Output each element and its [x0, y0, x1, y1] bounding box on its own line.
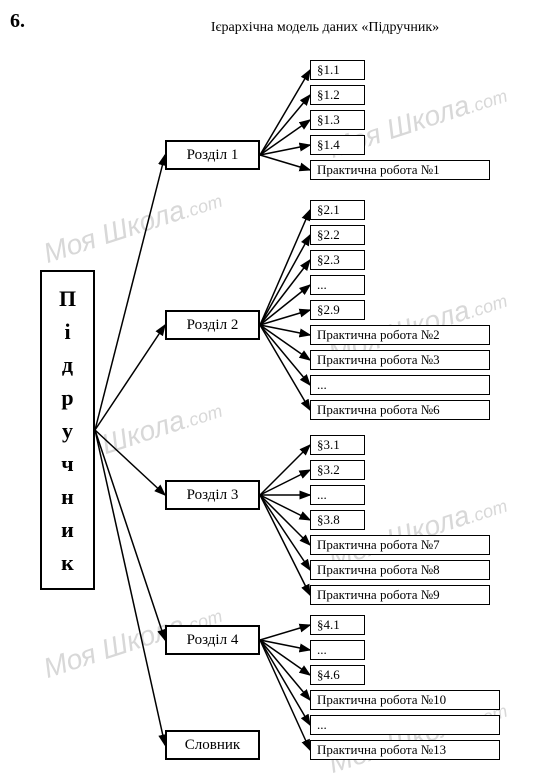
leaf-box-2: §1.3: [310, 110, 365, 130]
leaf-box-18: Практична робота №7: [310, 535, 490, 555]
leaf-box-12: ...: [310, 375, 490, 395]
leaf-box-3: §1.4: [310, 135, 365, 155]
leaf-box-19: Практична робота №8: [310, 560, 490, 580]
leaf-box-4: Практична робота №1: [310, 160, 490, 180]
leaf-box-20: Практична робота №9: [310, 585, 490, 605]
leaf-box-9: §2.9: [310, 300, 365, 320]
section-box-0: Розділ 1: [165, 140, 260, 170]
leaf-box-25: ...: [310, 715, 500, 735]
section-box-3: Розділ 4: [165, 625, 260, 655]
leaf-box-1: §1.2: [310, 85, 365, 105]
section-box-2: Розділ 3: [165, 480, 260, 510]
leaf-box-10: Практична робота №2: [310, 325, 490, 345]
leaf-box-15: §3.2: [310, 460, 365, 480]
section-box-4: Словник: [165, 730, 260, 760]
section-box-1: Розділ 2: [165, 310, 260, 340]
leaf-box-0: §1.1: [310, 60, 365, 80]
leaf-box-8: ...: [310, 275, 365, 295]
leaf-box-26: Практична робота №13: [310, 740, 500, 760]
leaf-box-17: §3.8: [310, 510, 365, 530]
leaf-box-16: ...: [310, 485, 365, 505]
root-box: Підручник: [40, 270, 95, 590]
leaf-box-22: ...: [310, 640, 365, 660]
diagram-title: Ієрархічна модель даних «Підручник»: [140, 20, 510, 36]
exercise-number: 6.: [10, 10, 25, 33]
leaf-box-24: Практична робота №10: [310, 690, 500, 710]
leaf-box-23: §4.6: [310, 665, 365, 685]
leaf-box-5: §2.1: [310, 200, 365, 220]
leaf-box-7: §2.3: [310, 250, 365, 270]
leaf-box-11: Практична робота №3: [310, 350, 490, 370]
leaf-box-14: §3.1: [310, 435, 365, 455]
leaf-box-13: Практична робота №6: [310, 400, 490, 420]
leaf-box-6: §2.2: [310, 225, 365, 245]
leaf-box-21: §4.1: [310, 615, 365, 635]
